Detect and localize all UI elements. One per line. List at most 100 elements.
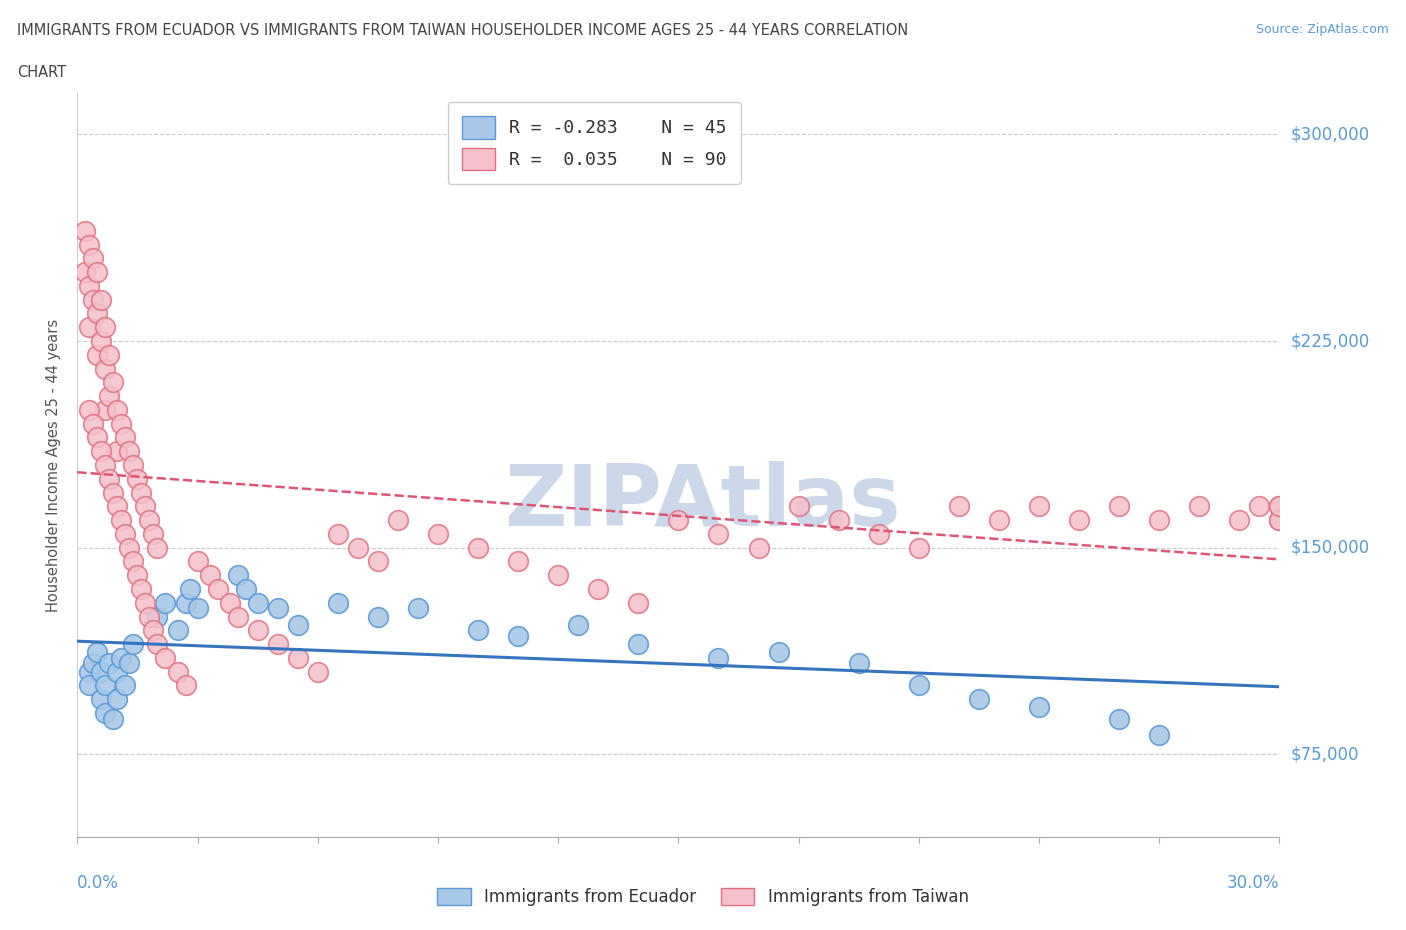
- Point: [146, 540, 169, 555]
- Point: [107, 403, 129, 418]
- Point: [118, 656, 141, 671]
- Point: [79, 278, 101, 293]
- Point: [127, 472, 149, 486]
- Point: [98, 389, 121, 404]
- Point: [146, 609, 169, 624]
- Point: [86, 265, 108, 280]
- Point: [307, 664, 329, 679]
- Point: [90, 292, 112, 307]
- Text: $150,000: $150,000: [1291, 538, 1369, 557]
- Point: [707, 526, 730, 541]
- Point: [848, 656, 870, 671]
- Point: [948, 498, 970, 513]
- Point: [79, 678, 101, 693]
- Point: [508, 554, 530, 569]
- Legend: R = -0.283    N = 45, R =  0.035    N = 90: R = -0.283 N = 45, R = 0.035 N = 90: [447, 102, 741, 184]
- Point: [86, 430, 108, 445]
- Point: [114, 678, 136, 693]
- Y-axis label: Householder Income Ages 25 - 44 years: Householder Income Ages 25 - 44 years: [46, 318, 62, 612]
- Point: [1229, 512, 1251, 527]
- Point: [246, 623, 269, 638]
- Text: $75,000: $75,000: [1291, 745, 1360, 764]
- Point: [166, 623, 188, 638]
- Point: [122, 554, 145, 569]
- Point: [1028, 700, 1050, 715]
- Point: [287, 618, 309, 632]
- Point: [287, 650, 309, 665]
- Point: [1249, 498, 1271, 513]
- Point: [174, 678, 197, 693]
- Point: [82, 417, 104, 432]
- Point: [98, 472, 121, 486]
- Point: [1268, 512, 1291, 527]
- Point: [131, 581, 153, 596]
- Text: ZIPAtlas: ZIPAtlas: [505, 460, 901, 544]
- Point: [567, 618, 589, 632]
- Point: [82, 656, 104, 671]
- Point: [367, 554, 389, 569]
- Point: [94, 706, 117, 721]
- Point: [79, 664, 101, 679]
- Point: [114, 430, 136, 445]
- Point: [547, 568, 569, 583]
- Point: [155, 650, 177, 665]
- Point: [1268, 512, 1291, 527]
- Point: [94, 361, 117, 376]
- Point: [127, 568, 149, 583]
- Point: [406, 601, 429, 616]
- Text: 0.0%: 0.0%: [77, 874, 120, 892]
- Point: [166, 664, 188, 679]
- Point: [207, 581, 229, 596]
- Point: [110, 512, 132, 527]
- Point: [1268, 498, 1291, 513]
- Point: [122, 458, 145, 472]
- Point: [86, 347, 108, 362]
- Point: [226, 568, 249, 583]
- Text: Source: ZipAtlas.com: Source: ZipAtlas.com: [1256, 23, 1389, 36]
- Point: [1108, 498, 1130, 513]
- Point: [908, 540, 931, 555]
- Point: [967, 692, 990, 707]
- Point: [114, 526, 136, 541]
- Text: 30.0%: 30.0%: [1227, 874, 1279, 892]
- Point: [75, 265, 97, 280]
- Point: [86, 306, 108, 321]
- Point: [1268, 498, 1291, 513]
- Point: [267, 637, 290, 652]
- Point: [134, 595, 156, 610]
- Point: [122, 637, 145, 652]
- Point: [1149, 512, 1171, 527]
- Point: [467, 623, 489, 638]
- Point: [198, 568, 221, 583]
- Text: $300,000: $300,000: [1291, 126, 1369, 143]
- Point: [82, 292, 104, 307]
- Point: [668, 512, 690, 527]
- Point: [94, 678, 117, 693]
- Point: [90, 334, 112, 349]
- Point: [103, 375, 125, 390]
- Point: [179, 581, 201, 596]
- Point: [218, 595, 240, 610]
- Point: [98, 347, 121, 362]
- Point: [387, 512, 409, 527]
- Point: [1069, 512, 1091, 527]
- Point: [107, 692, 129, 707]
- Point: [427, 526, 450, 541]
- Point: [118, 540, 141, 555]
- Point: [988, 512, 1011, 527]
- Point: [82, 251, 104, 266]
- Point: [467, 540, 489, 555]
- Legend: Immigrants from Ecuador, Immigrants from Taiwan: Immigrants from Ecuador, Immigrants from…: [430, 881, 976, 912]
- Point: [107, 498, 129, 513]
- Point: [246, 595, 269, 610]
- Point: [146, 637, 169, 652]
- Point: [347, 540, 370, 555]
- Point: [94, 458, 117, 472]
- Point: [90, 692, 112, 707]
- Point: [118, 444, 141, 458]
- Point: [155, 595, 177, 610]
- Point: [79, 320, 101, 335]
- Point: [1188, 498, 1211, 513]
- Point: [908, 678, 931, 693]
- Point: [86, 644, 108, 659]
